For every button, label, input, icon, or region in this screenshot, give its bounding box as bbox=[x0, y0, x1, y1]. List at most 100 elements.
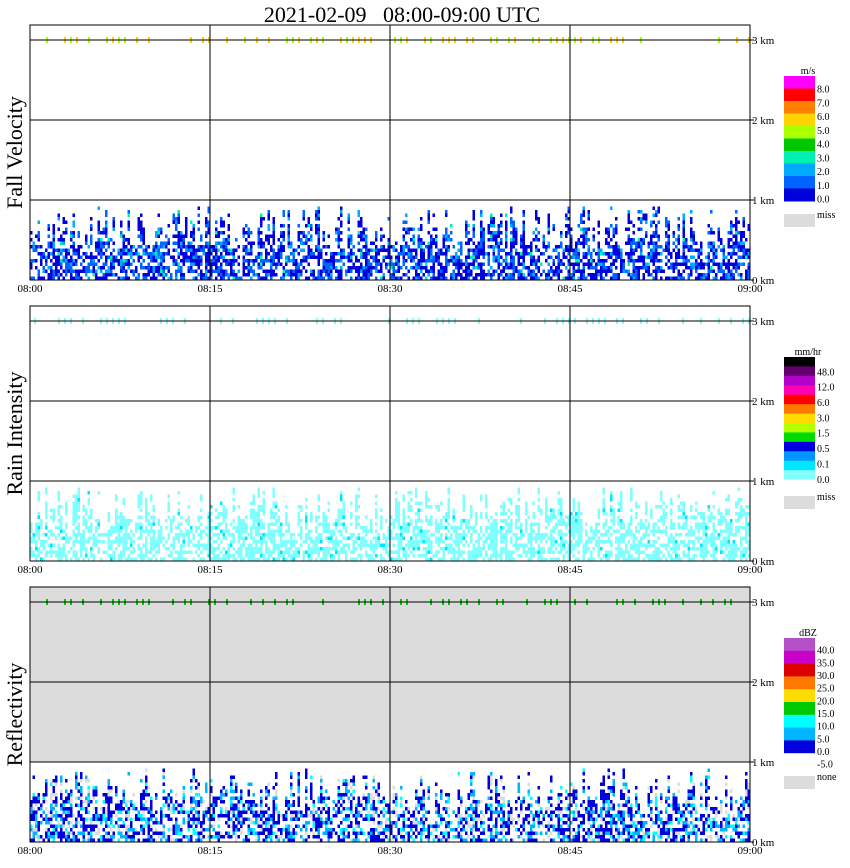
data-cell bbox=[425, 554, 428, 558]
data-cell bbox=[582, 557, 585, 561]
data-cell bbox=[157, 519, 160, 523]
data-cell bbox=[190, 245, 193, 249]
data-cell bbox=[562, 540, 565, 544]
data-cell bbox=[130, 248, 133, 252]
data-cell bbox=[115, 515, 118, 519]
data-cell bbox=[297, 519, 300, 523]
data-cell bbox=[87, 276, 90, 280]
data-cell bbox=[352, 557, 355, 561]
data-cell bbox=[82, 508, 85, 512]
data-cell bbox=[310, 248, 313, 252]
data-cell bbox=[170, 529, 173, 533]
data-cell bbox=[340, 220, 343, 224]
data-cell bbox=[77, 269, 80, 273]
data-cell bbox=[522, 547, 525, 551]
data-cell bbox=[605, 512, 608, 516]
data-cell bbox=[395, 512, 398, 516]
data-cell bbox=[85, 234, 88, 238]
data-cell bbox=[617, 536, 620, 540]
data-cell bbox=[305, 238, 308, 242]
data-cell bbox=[40, 255, 43, 259]
data-cell bbox=[190, 220, 193, 224]
data-cell bbox=[745, 273, 748, 277]
data-cell bbox=[482, 262, 485, 266]
data-cell bbox=[575, 519, 578, 523]
data-cell bbox=[180, 273, 183, 277]
data-cell bbox=[647, 533, 650, 537]
data-cell bbox=[322, 276, 325, 280]
data-cell bbox=[455, 266, 458, 270]
data-cell bbox=[230, 554, 233, 558]
data-cell bbox=[217, 536, 220, 540]
data-cell bbox=[630, 533, 633, 537]
data-cell bbox=[515, 505, 518, 509]
data-cell bbox=[530, 529, 533, 533]
data-cell bbox=[220, 529, 223, 533]
data-cell bbox=[507, 498, 510, 502]
data-cell bbox=[560, 505, 563, 509]
data-cell bbox=[537, 259, 540, 263]
data-cell bbox=[105, 269, 108, 273]
data-cell bbox=[252, 273, 255, 277]
data-cell bbox=[145, 248, 148, 252]
data-cell bbox=[245, 550, 248, 554]
data-cell bbox=[670, 508, 673, 512]
data-cell bbox=[520, 245, 523, 249]
data-cell bbox=[597, 547, 600, 551]
data-cell bbox=[717, 231, 720, 235]
data-cell bbox=[590, 550, 593, 554]
data-cell bbox=[102, 540, 105, 544]
data-cell bbox=[720, 241, 723, 245]
data-cell bbox=[480, 550, 483, 554]
data-cell bbox=[480, 252, 483, 256]
data-cell bbox=[92, 255, 95, 259]
data-cell bbox=[597, 540, 600, 544]
data-cell bbox=[435, 276, 438, 280]
data-cell bbox=[732, 266, 735, 270]
data-cell bbox=[232, 252, 235, 256]
data-cell bbox=[505, 245, 508, 249]
data-cell bbox=[547, 515, 550, 519]
data-cell bbox=[157, 529, 160, 533]
data-cell bbox=[300, 273, 303, 277]
data-cell bbox=[360, 220, 363, 224]
data-cell bbox=[445, 213, 448, 217]
data-cell bbox=[230, 252, 233, 256]
data-cell bbox=[227, 543, 230, 547]
data-cell bbox=[450, 526, 453, 530]
data-cell bbox=[480, 241, 483, 245]
data-cell bbox=[97, 550, 100, 554]
data-cell bbox=[427, 536, 430, 540]
data-cell bbox=[30, 526, 33, 530]
data-cell bbox=[210, 505, 213, 509]
data-cell bbox=[447, 487, 450, 491]
data-cell bbox=[77, 231, 80, 235]
data-cell bbox=[52, 227, 55, 231]
data-cell bbox=[375, 262, 378, 266]
data-cell bbox=[547, 245, 550, 249]
data-cell bbox=[480, 248, 483, 252]
data-cell bbox=[95, 245, 98, 249]
data-cell bbox=[205, 543, 208, 547]
data-cell bbox=[370, 543, 373, 547]
data-cell bbox=[205, 217, 208, 221]
data-cell bbox=[330, 262, 333, 266]
data-cell bbox=[382, 547, 385, 551]
data-cell bbox=[137, 255, 140, 259]
data-cell bbox=[470, 512, 473, 516]
data-cell bbox=[617, 550, 620, 554]
data-cell bbox=[550, 508, 553, 512]
data-cell bbox=[355, 536, 358, 540]
data-cell bbox=[265, 273, 268, 277]
data-cell bbox=[300, 241, 303, 245]
data-cell bbox=[497, 227, 500, 231]
data-cell bbox=[317, 505, 320, 509]
data-cell bbox=[285, 262, 288, 266]
data-cell bbox=[690, 227, 693, 231]
data-cell bbox=[75, 508, 78, 512]
data-cell bbox=[137, 522, 140, 526]
data-cell bbox=[52, 533, 55, 537]
data-cell bbox=[232, 273, 235, 277]
data-cell bbox=[30, 547, 33, 551]
data-cell bbox=[575, 269, 578, 273]
